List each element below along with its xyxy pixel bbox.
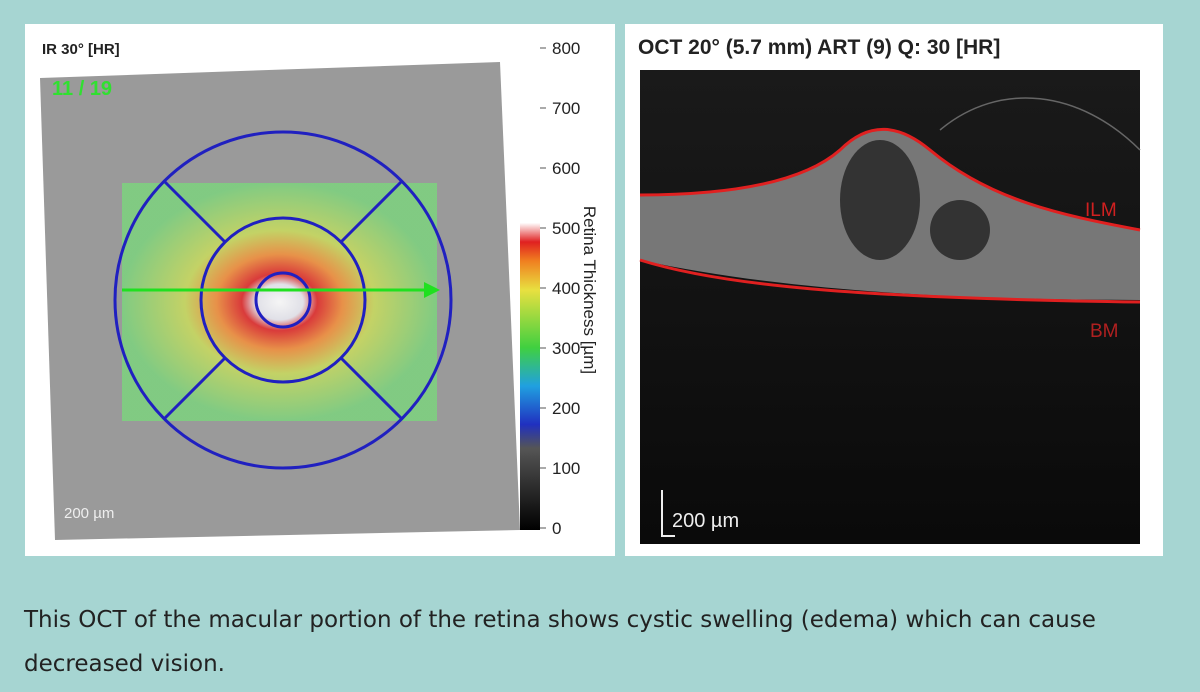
cyst (930, 200, 990, 260)
frame-label: 11 / 19 (52, 78, 112, 100)
tick-label: 500 (552, 219, 580, 238)
grid-overlay (113, 130, 453, 470)
vitreous-line (939, 97, 1141, 151)
tick-label: 600 (552, 159, 580, 178)
scale-bar (661, 490, 675, 537)
figure: IR 30° [HR] 11 / 19 200 µm Retina Thickn… (25, 24, 1163, 556)
tick-label: 0 (552, 519, 561, 538)
colorbar (520, 50, 540, 530)
tick-label: 100 (552, 459, 580, 478)
scan-arrow (424, 282, 440, 298)
oct-scale-label: 200 µm (672, 510, 739, 532)
colorbar-ticks: 800 700 600 500 400 300 200 100 0 (540, 39, 580, 538)
oct-title: OCT 20° (5.7 mm) ART (9) Q: 30 [HR] (638, 36, 1000, 59)
tick-label: 200 (552, 399, 580, 418)
tick-label: 800 (552, 39, 580, 58)
tick-label: 700 (552, 99, 580, 118)
ilm-line (639, 127, 1141, 232)
tick-label: 400 (552, 279, 580, 298)
cyst (840, 140, 920, 260)
ilm-label: ILM (1085, 200, 1117, 221)
ir-title: IR 30° [HR] (42, 41, 120, 58)
caption: This OCT of the macular portion of the r… (24, 607, 1096, 677)
tick-label: 300 (552, 339, 580, 358)
scale-bar-label: 200 µm (64, 505, 114, 522)
colorbar-label: Retina Thickness [µm] (580, 206, 599, 374)
bm-label: BM (1090, 321, 1119, 342)
bm-line (639, 258, 1141, 304)
